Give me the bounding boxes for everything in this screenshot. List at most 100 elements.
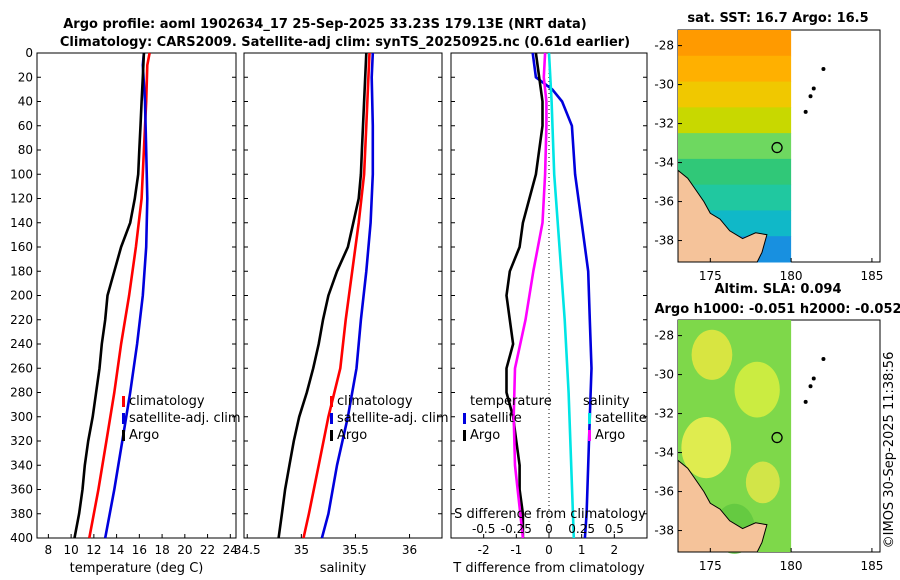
- x-tick-label: 0: [545, 543, 553, 557]
- series-line-satellite-adj-clim: [320, 52, 375, 539]
- x-tick-label: 34.5: [234, 543, 261, 557]
- y-tick-label: 180: [10, 264, 33, 278]
- x-tick-label: 16: [132, 543, 147, 557]
- y-tick-label: 320: [10, 434, 33, 448]
- sla-map-title: Altim. SLA: 0.094: [715, 282, 842, 297]
- nearby-float-marker: [803, 109, 808, 114]
- x-tick-label: 24: [223, 543, 238, 557]
- legend-swatch-climatology: [330, 396, 333, 407]
- salinity-panel: 34.5 35 35.5 36 salinity: [234, 52, 443, 576]
- x-tick-label: 14: [109, 543, 124, 557]
- x-tick-label: 12: [86, 543, 101, 557]
- sst-band: [678, 158, 792, 186]
- y-tick-label: 400: [10, 531, 33, 545]
- argo-location-marker: [771, 141, 783, 154]
- y-tick-label: 260: [10, 361, 33, 375]
- map-x-tick-label: 185: [860, 559, 883, 573]
- y-tick-label: 20: [18, 70, 33, 84]
- series-line-climatology: [88, 52, 151, 539]
- sla-anomaly: [681, 416, 732, 479]
- map-y-tick-label: -28: [654, 329, 674, 343]
- series-line-argo: [73, 52, 146, 539]
- legend-label-satellite: satellite-adj. clim: [129, 411, 241, 426]
- x-axis-label: temperature (deg C): [70, 561, 204, 576]
- x-tick-label: 10: [63, 543, 78, 557]
- s-tick-label: 0.5: [605, 522, 624, 536]
- x-tick-label: 35.5: [342, 543, 369, 557]
- x-tick-label: -2: [478, 543, 490, 557]
- sla-anomaly: [691, 329, 733, 380]
- series-line-s-satellite: [547, 52, 576, 539]
- series-line-satellite-adj-clim: [103, 52, 149, 539]
- series-line-argo: [277, 52, 368, 539]
- map-y-tick-label: -34: [654, 156, 674, 170]
- difference-legend: temperature satellite Argo salinity sate…: [463, 394, 647, 443]
- legend-title-temperature: temperature: [470, 394, 552, 409]
- map-x-tick-label: 180: [780, 269, 803, 283]
- legend-swatch-t-argo: [463, 430, 466, 441]
- sst-map: 175 180 185 -28 -30 -32 -34 -36 -38: [654, 29, 883, 283]
- y-tick-label: 140: [10, 216, 33, 230]
- sla-map-subtitle: Argo h1000: -0.051 h2000: -0.052: [654, 302, 900, 317]
- legend-label-argo: Argo: [337, 428, 367, 443]
- y-tick-label: 160: [10, 240, 33, 254]
- s-tick-label: -0.5: [472, 522, 495, 536]
- s-tick-label: -0.25: [501, 522, 532, 536]
- y-tick-label: 220: [10, 313, 33, 327]
- sst-map-title: sat. SST: 16.7 Argo: 16.5: [687, 11, 868, 26]
- plot-area: [36, 52, 237, 539]
- legend-swatch-satellite: [122, 413, 125, 424]
- sla-map: 175 180 185 -28 -30 -32 -34 -36 -38: [654, 319, 883, 573]
- x-tick-label: 20: [177, 543, 192, 557]
- map-y-tick-label: -30: [654, 78, 674, 92]
- sst-band: [678, 133, 792, 160]
- x-tick-label: -1: [510, 543, 522, 557]
- y-tick-label: 60: [18, 119, 33, 133]
- map-y-tick-label: -28: [654, 39, 674, 53]
- y-tick-label: 200: [10, 289, 33, 303]
- s-difference-ticks: -0.5 -0.25 0 0.25 0.5: [472, 522, 624, 536]
- sla-anomaly: [745, 461, 780, 504]
- legend-label-t-argo: Argo: [470, 428, 500, 443]
- s-tick-label: 0: [545, 522, 553, 536]
- y-tick-label: 280: [10, 386, 33, 400]
- map-x-tick-label: 175: [699, 559, 722, 573]
- map-x-tick-label: 180: [780, 559, 803, 573]
- legend-label-t-satellite: satellite: [470, 411, 522, 426]
- difference-panel: -2 -1 0 1 2 T difference from climatology: [450, 52, 648, 576]
- map-y-tick-label: -38: [654, 524, 674, 538]
- nearby-float-marker: [821, 356, 826, 361]
- legend-title-salinity: salinity: [583, 394, 630, 409]
- sla-anomaly: [734, 361, 780, 418]
- x-tick-label: 36: [402, 543, 417, 557]
- legend-label-s-argo: Argo: [595, 428, 625, 443]
- x-tick-label: 2: [611, 543, 619, 557]
- nearby-float-marker: [811, 86, 816, 91]
- argo-location-marker: [771, 431, 783, 444]
- figure-title: Argo profile: aoml 1902634_17 25-Sep-202…: [63, 17, 587, 32]
- y-tick-label: 0: [25, 46, 33, 60]
- y-tick-label: 100: [10, 167, 33, 181]
- x-tick-label: 22: [200, 543, 215, 557]
- y-tick-label: 380: [10, 507, 33, 521]
- nearby-float-marker: [808, 94, 813, 99]
- legend-swatch-climatology: [122, 396, 125, 407]
- map-y-tick-label: -34: [654, 446, 674, 460]
- legend-label-s-satellite: satellite: [595, 411, 647, 426]
- nearby-float-marker: [808, 384, 813, 389]
- x-axis-label: T difference from climatology: [452, 561, 645, 576]
- legend-swatch-argo: [330, 430, 333, 441]
- sst-band: [678, 107, 792, 134]
- series-line-s-argo: [512, 52, 548, 539]
- y-tick-label: 40: [18, 95, 33, 109]
- x-axis-label: salinity: [320, 561, 367, 576]
- land-mass: [677, 459, 768, 553]
- legend-label-argo: Argo: [129, 428, 159, 443]
- y-tick-label: 240: [10, 337, 33, 351]
- y-tick-label: 360: [10, 483, 33, 497]
- legend-swatch-satellite: [330, 413, 333, 424]
- map-y-tick-label: -36: [654, 485, 674, 499]
- map-y-tick-label: -30: [654, 368, 674, 382]
- y-tick-label: 300: [10, 410, 33, 424]
